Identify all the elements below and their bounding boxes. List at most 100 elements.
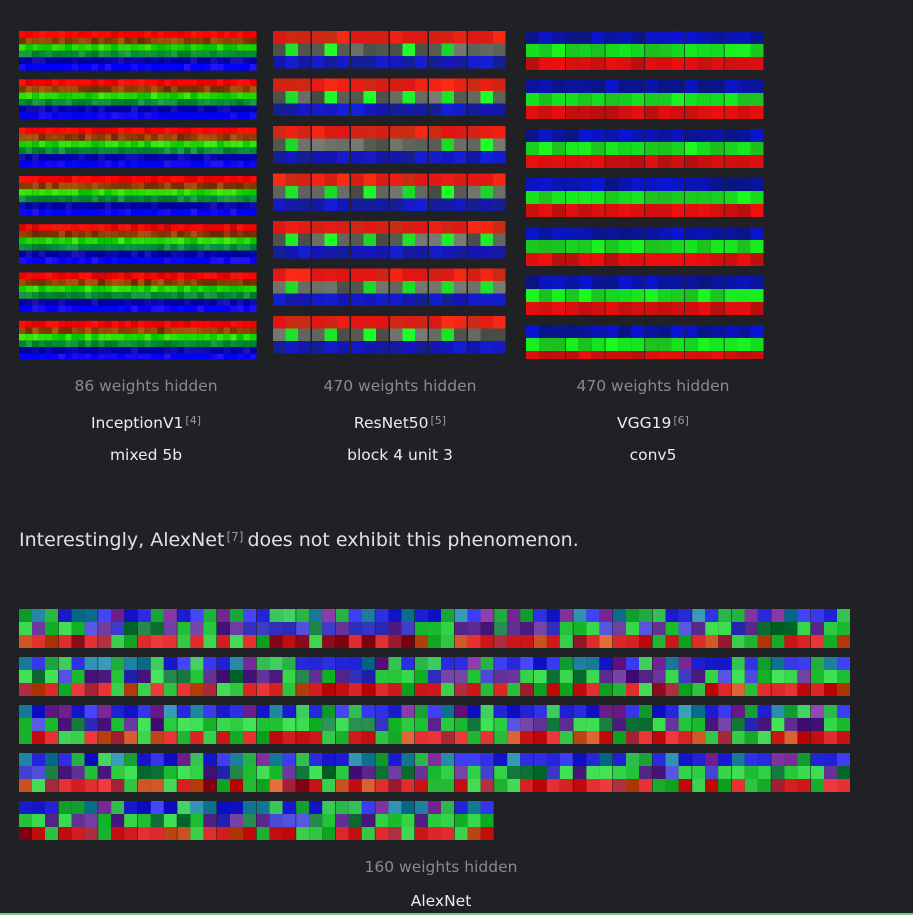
sentence-end: does not exhibit this phenomenon. bbox=[247, 529, 579, 551]
weight-filter bbox=[335, 801, 375, 840]
weight-filter bbox=[137, 31, 178, 71]
weight-filter bbox=[58, 272, 99, 313]
weight-filter bbox=[19, 657, 58, 696]
vgg19-weight-grid bbox=[526, 31, 764, 359]
weight-filter bbox=[137, 657, 177, 696]
weight-filter bbox=[177, 272, 217, 313]
weight-filter bbox=[19, 224, 59, 264]
citation-link[interactable]: [5] bbox=[430, 414, 447, 427]
weight-filter bbox=[429, 268, 467, 306]
weight-filter bbox=[98, 224, 138, 264]
weight-filter bbox=[390, 31, 428, 69]
weight-filter bbox=[454, 705, 494, 744]
alexnet-weights-canvas bbox=[19, 609, 850, 840]
weight-filter bbox=[454, 801, 494, 840]
weight-filter bbox=[256, 609, 296, 648]
weight-filter bbox=[533, 657, 573, 696]
weight-filter bbox=[137, 127, 178, 168]
weight-filter bbox=[573, 753, 613, 792]
weight-filter bbox=[296, 609, 336, 648]
weight-filter bbox=[526, 178, 565, 217]
weight-filter bbox=[390, 78, 428, 116]
weight-filter bbox=[58, 31, 99, 71]
weight-filter bbox=[429, 173, 467, 211]
weight-filter bbox=[573, 657, 613, 696]
weight-filter bbox=[645, 325, 685, 359]
weight-filter bbox=[58, 753, 98, 792]
weight-filter bbox=[256, 801, 296, 840]
weight-filter bbox=[454, 753, 494, 792]
weight-filter bbox=[684, 276, 724, 315]
weight-filter bbox=[335, 609, 375, 648]
weight-filter bbox=[217, 127, 257, 168]
weight-filter bbox=[217, 657, 256, 696]
citation-link[interactable]: [6] bbox=[673, 414, 689, 427]
weight-filter bbox=[724, 31, 764, 70]
weight-filter bbox=[177, 801, 217, 840]
weight-filter bbox=[217, 272, 257, 313]
weight-filter bbox=[605, 31, 645, 70]
weight-filter bbox=[19, 705, 58, 744]
weight-filter bbox=[98, 127, 138, 168]
resnet50-layer-label: block 4 unit 3 bbox=[347, 446, 453, 464]
resnet50-model-label: ResNet50 [5] bbox=[273, 411, 527, 433]
weight-filter bbox=[771, 705, 811, 744]
sentence-start: Interestingly, AlexNet bbox=[19, 529, 225, 551]
weight-filter bbox=[811, 609, 850, 648]
vgg19-layer-label: conv5 bbox=[629, 446, 677, 464]
weight-filter bbox=[351, 221, 389, 259]
weight-filter bbox=[390, 268, 428, 306]
weight-filter bbox=[58, 705, 98, 744]
weight-filter bbox=[58, 224, 99, 264]
weight-filter bbox=[565, 31, 605, 70]
weight-filter bbox=[415, 705, 454, 744]
weight-filter bbox=[731, 609, 771, 648]
weight-filter bbox=[98, 272, 138, 313]
weight-filter bbox=[137, 79, 178, 119]
weight-filter bbox=[351, 31, 389, 69]
weight-filter bbox=[19, 175, 59, 216]
weight-filter bbox=[273, 126, 311, 164]
weight-filter bbox=[312, 78, 350, 116]
weight-filter bbox=[415, 609, 454, 648]
weight-filter bbox=[273, 78, 311, 116]
weight-filter bbox=[177, 609, 217, 648]
weight-filter bbox=[526, 129, 565, 168]
weight-filter bbox=[217, 753, 256, 792]
weight-filter bbox=[351, 126, 389, 164]
weight-filter bbox=[645, 31, 685, 70]
weight-filter bbox=[429, 221, 467, 259]
weight-filter bbox=[429, 31, 467, 69]
weight-filter bbox=[565, 129, 605, 168]
weight-filter bbox=[217, 609, 256, 648]
weight-filter bbox=[375, 705, 415, 744]
weight-filter bbox=[177, 79, 217, 119]
weight-filter bbox=[605, 227, 645, 266]
weight-filter bbox=[351, 78, 389, 116]
weight-filter bbox=[724, 276, 764, 315]
resnet50-hidden-count: 470 weights hidden bbox=[323, 377, 477, 395]
weight-filter bbox=[19, 272, 59, 313]
weight-filter bbox=[256, 705, 296, 744]
weight-filter bbox=[98, 705, 138, 744]
weight-filter bbox=[335, 705, 375, 744]
weight-filter bbox=[771, 657, 811, 696]
weight-filter bbox=[98, 31, 138, 71]
citation-link[interactable]: [7] bbox=[226, 530, 244, 544]
citation-link[interactable]: [4] bbox=[185, 414, 202, 427]
weight-filter bbox=[692, 705, 732, 744]
weight-filter bbox=[273, 31, 311, 69]
weight-filter bbox=[526, 80, 565, 119]
vgg19-weights-canvas bbox=[526, 31, 764, 359]
weight-filter bbox=[684, 325, 724, 359]
weight-filter bbox=[256, 753, 296, 792]
weight-filter bbox=[724, 227, 764, 266]
weight-filter bbox=[312, 316, 350, 354]
weight-filter bbox=[375, 753, 415, 792]
weight-filter bbox=[19, 753, 58, 792]
weight-filter bbox=[684, 129, 724, 168]
weight-filter bbox=[58, 657, 98, 696]
weight-filter bbox=[137, 705, 177, 744]
weight-filter bbox=[351, 173, 389, 211]
weight-filter bbox=[605, 80, 645, 119]
